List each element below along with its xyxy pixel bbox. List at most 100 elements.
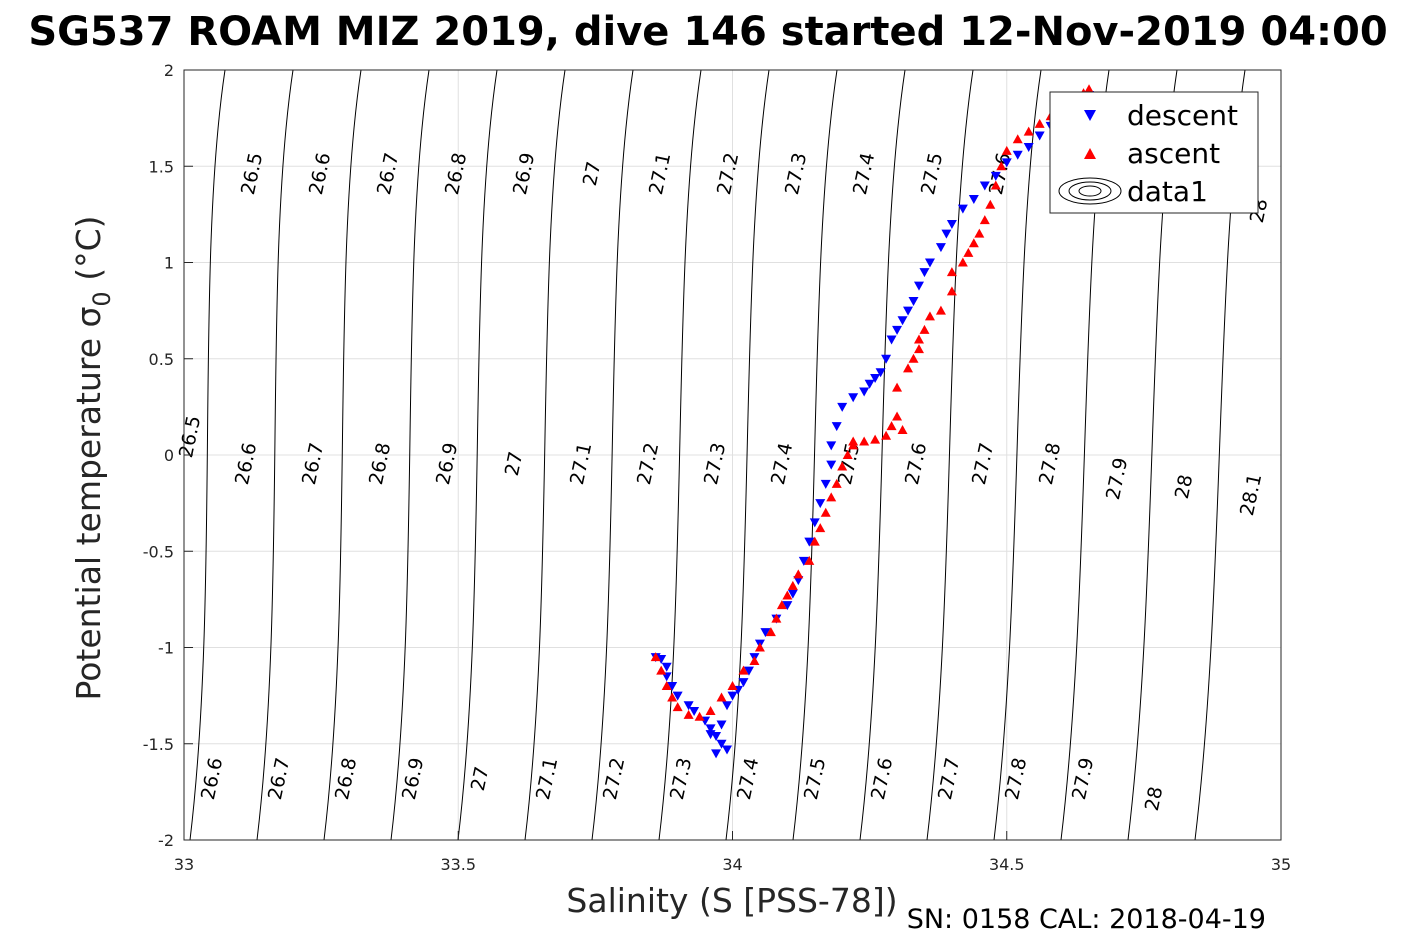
descent-point bbox=[919, 268, 930, 278]
ascent-point bbox=[754, 642, 765, 652]
descent-point bbox=[672, 691, 683, 701]
ascent-point bbox=[979, 215, 990, 225]
ascent-point bbox=[749, 655, 760, 665]
descent-point bbox=[738, 678, 749, 688]
descent-point bbox=[826, 460, 837, 470]
ascent-point bbox=[946, 267, 957, 277]
isopycnal-line bbox=[189, 70, 226, 840]
ascent-point bbox=[903, 363, 914, 373]
descent-point bbox=[897, 316, 908, 326]
ascent-point bbox=[820, 507, 831, 517]
y-axis-label-sub: 0 bbox=[88, 291, 116, 306]
ascent-point bbox=[913, 344, 924, 354]
descent-point bbox=[656, 655, 667, 665]
x-tick-label: 35 bbox=[1271, 855, 1291, 874]
legend-contour-icon bbox=[1058, 177, 1122, 205]
ascent-point bbox=[908, 353, 919, 363]
isopycnal-line bbox=[256, 70, 294, 840]
ascent-point bbox=[974, 228, 985, 238]
legend: descent ascent data1 bbox=[1049, 91, 1259, 214]
isopycnal-line bbox=[792, 70, 838, 840]
y-axis-label-main: Potential temperature bbox=[69, 328, 108, 701]
ascent-point bbox=[985, 199, 996, 209]
ascent-point bbox=[996, 161, 1007, 171]
x-axis-label: Salinity (S [PSS-78]) bbox=[566, 881, 897, 920]
descent-point bbox=[689, 707, 700, 717]
descent-point bbox=[705, 724, 716, 734]
ascent-point bbox=[804, 555, 815, 565]
descent-point bbox=[815, 499, 826, 509]
descent-point bbox=[946, 220, 957, 229]
x-tick-label: 33 bbox=[174, 855, 194, 874]
x-tick-label: 34 bbox=[722, 855, 742, 874]
contour-label: 27 bbox=[467, 765, 494, 793]
descent-point bbox=[727, 691, 738, 701]
chart-title: SG537 ROAM MIZ 2019, dive 146 started 12… bbox=[28, 9, 1387, 55]
descent-point bbox=[1012, 150, 1023, 160]
legend-descent-marker bbox=[1084, 110, 1096, 121]
ascent-point bbox=[683, 709, 694, 719]
x-tick-label: 34.5 bbox=[989, 855, 1025, 874]
descent-point bbox=[743, 666, 754, 676]
isopycnal-line bbox=[323, 70, 362, 840]
descent-point bbox=[837, 402, 848, 412]
y-tick-label: -1.5 bbox=[143, 735, 174, 754]
ascent-point bbox=[650, 652, 661, 662]
descent-point bbox=[1034, 131, 1045, 141]
descent-point bbox=[793, 576, 804, 586]
ascent-point bbox=[727, 681, 738, 690]
descent-point bbox=[782, 601, 793, 611]
descent-point bbox=[705, 730, 716, 740]
descent-point bbox=[935, 243, 946, 253]
y-tick-label: 1.5 bbox=[149, 157, 174, 176]
isopycnal-line bbox=[725, 70, 770, 840]
isopycnal-line bbox=[658, 70, 702, 840]
descent-point bbox=[722, 745, 733, 755]
descent-point bbox=[864, 379, 875, 389]
isopycnal-line bbox=[524, 70, 566, 840]
ascent-point bbox=[1001, 145, 1012, 155]
ascent-point bbox=[924, 311, 935, 321]
descent-point bbox=[809, 518, 820, 528]
data-points bbox=[650, 84, 1095, 759]
descent-point bbox=[716, 720, 727, 730]
ascent-point bbox=[870, 434, 881, 444]
descent-point bbox=[661, 662, 672, 672]
legend-descent-label: descent bbox=[1127, 99, 1238, 132]
ascent-point bbox=[946, 286, 957, 296]
ascent-point bbox=[848, 436, 859, 446]
ascent-point bbox=[837, 461, 848, 471]
y-tick-label: 2 bbox=[164, 61, 174, 80]
isopycnal-line bbox=[591, 70, 634, 840]
descent-point bbox=[892, 325, 903, 335]
isopycnal-line bbox=[926, 70, 974, 840]
x-axis-ticks: 33 33.5 34 34.5 35 bbox=[174, 831, 1291, 874]
ascent-point bbox=[694, 711, 705, 721]
ascent-point bbox=[897, 424, 908, 434]
descent-point bbox=[848, 393, 859, 403]
descent-point bbox=[957, 204, 968, 214]
x-tick-label: 33.5 bbox=[440, 855, 476, 874]
ascent-point bbox=[1034, 118, 1045, 128]
isopycnal-line bbox=[859, 70, 906, 840]
ascent-point bbox=[782, 590, 793, 600]
contour-label: 28 bbox=[1171, 473, 1198, 501]
ascent-point bbox=[963, 247, 974, 257]
descent-point bbox=[683, 701, 694, 711]
ascent-point bbox=[656, 665, 667, 675]
descent-point bbox=[903, 306, 914, 316]
y-axis-label-symbol: σ bbox=[69, 307, 108, 328]
ascent-point bbox=[842, 450, 853, 459]
y-tick-label: 0 bbox=[164, 446, 174, 465]
contour-label: 28 bbox=[1141, 785, 1168, 813]
ascent-point bbox=[1023, 126, 1034, 136]
ascent-point bbox=[859, 436, 870, 446]
ascent-point bbox=[892, 382, 903, 392]
isopycnal-line bbox=[390, 70, 430, 840]
descent-point bbox=[1001, 158, 1012, 168]
descent-point bbox=[886, 335, 897, 345]
ascent-point bbox=[809, 536, 820, 546]
descent-point bbox=[760, 628, 771, 638]
legend-ascent-marker bbox=[1084, 148, 1096, 159]
descent-point bbox=[908, 297, 919, 306]
